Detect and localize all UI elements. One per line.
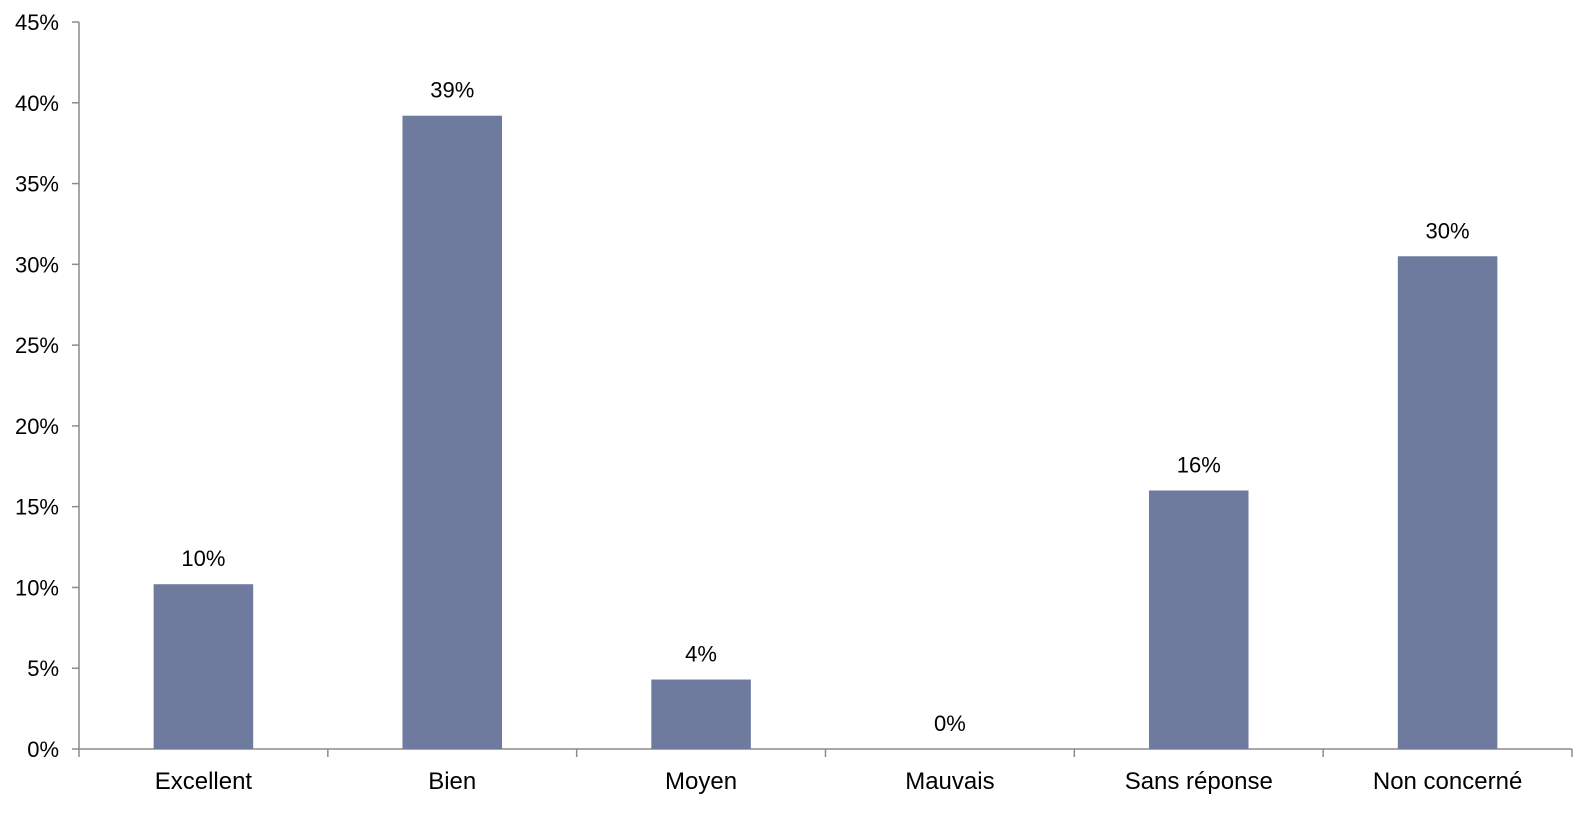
data-label: 4% <box>685 642 717 667</box>
bar <box>651 679 751 749</box>
x-tick-label: Sans réponse <box>1125 768 1273 795</box>
x-tick-label: Excellent <box>155 768 253 795</box>
bar <box>153 584 254 749</box>
bars <box>153 115 1498 750</box>
x-tick-label: Mauvais <box>905 768 994 795</box>
y-tick-label: 10% <box>15 575 59 600</box>
x-axis: Excellent Bien Moyen Mauvais Sans réponse Non… <box>78 748 1573 795</box>
y-tick-label: 45% <box>15 10 59 35</box>
data-label: 39% <box>430 78 474 103</box>
y-tick-label: 15% <box>15 495 59 520</box>
y-axis: 0% 5% 10% 15% 20% 25% 30% 35% 40% 45% <box>15 10 80 762</box>
y-tick-label: 35% <box>15 172 59 197</box>
data-labels: 10% 39% 4% 0% 16% 30% <box>181 78 1469 736</box>
x-tick-label: Moyen <box>665 768 737 795</box>
x-tick-label: Non concerné <box>1373 768 1522 795</box>
y-tick-label: 25% <box>15 333 59 358</box>
y-tick-label: 20% <box>15 414 59 439</box>
data-label: 30% <box>1426 218 1470 243</box>
bar <box>1397 256 1498 749</box>
x-tick-label: Bien <box>428 768 476 795</box>
bar <box>402 115 503 750</box>
data-label: 16% <box>1177 453 1221 478</box>
y-tick-label: 30% <box>15 252 59 277</box>
y-tick-label: 40% <box>15 91 59 116</box>
y-tick-label: 5% <box>27 656 59 681</box>
data-label: 0% <box>934 711 966 736</box>
bar <box>1148 490 1249 749</box>
data-label: 10% <box>181 546 225 571</box>
y-tick-label: 0% <box>27 737 59 762</box>
